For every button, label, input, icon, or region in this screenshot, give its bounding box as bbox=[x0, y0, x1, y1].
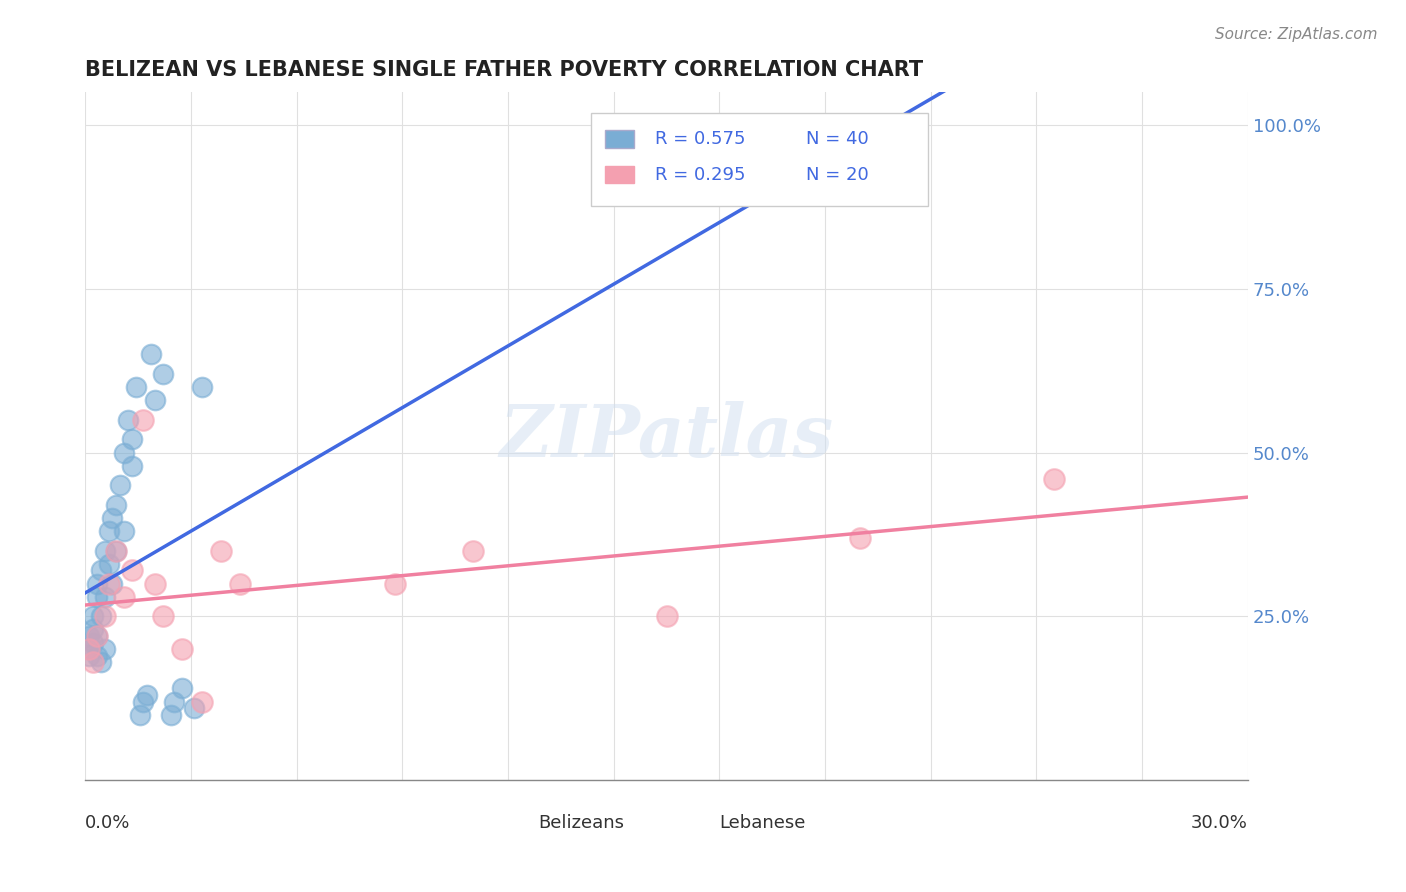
Point bbox=[112, 524, 135, 539]
Text: R = 0.295: R = 0.295 bbox=[655, 166, 745, 184]
Point bbox=[101, 576, 124, 591]
Point bbox=[461, 544, 484, 558]
Text: R = 0.575: R = 0.575 bbox=[655, 130, 745, 148]
Point bbox=[97, 524, 120, 539]
FancyBboxPatch shape bbox=[678, 814, 707, 834]
Point bbox=[384, 576, 406, 591]
Point bbox=[90, 655, 112, 669]
Point bbox=[90, 564, 112, 578]
Point bbox=[105, 498, 128, 512]
Point bbox=[655, 609, 678, 624]
Point bbox=[121, 458, 143, 473]
Point bbox=[82, 655, 104, 669]
Point bbox=[82, 635, 104, 649]
Point bbox=[112, 590, 135, 604]
Point bbox=[86, 648, 108, 663]
Point bbox=[93, 642, 115, 657]
Point bbox=[132, 413, 155, 427]
Point bbox=[77, 642, 100, 657]
Point bbox=[172, 681, 194, 696]
Point bbox=[93, 609, 115, 624]
Point bbox=[1043, 472, 1066, 486]
FancyBboxPatch shape bbox=[605, 130, 634, 148]
Point bbox=[229, 576, 252, 591]
FancyBboxPatch shape bbox=[605, 166, 634, 184]
Point bbox=[105, 544, 128, 558]
Point bbox=[124, 380, 146, 394]
FancyBboxPatch shape bbox=[591, 113, 928, 206]
Point bbox=[172, 642, 194, 657]
Point bbox=[152, 609, 174, 624]
Point bbox=[77, 642, 100, 657]
Text: Source: ZipAtlas.com: Source: ZipAtlas.com bbox=[1215, 27, 1378, 42]
Point bbox=[152, 367, 174, 381]
Point bbox=[121, 433, 143, 447]
Point bbox=[132, 694, 155, 708]
Point bbox=[183, 701, 205, 715]
Point bbox=[86, 576, 108, 591]
Text: 0.0%: 0.0% bbox=[86, 814, 131, 832]
Text: ZIPatlas: ZIPatlas bbox=[499, 401, 834, 472]
Point bbox=[190, 694, 212, 708]
Point bbox=[117, 413, 139, 427]
Text: Lebanese: Lebanese bbox=[718, 814, 806, 832]
Point bbox=[77, 648, 100, 663]
Point bbox=[82, 623, 104, 637]
Text: BELIZEAN VS LEBANESE SINGLE FATHER POVERTY CORRELATION CHART: BELIZEAN VS LEBANESE SINGLE FATHER POVER… bbox=[86, 60, 924, 79]
Point bbox=[190, 380, 212, 394]
Point bbox=[128, 707, 150, 722]
Point bbox=[163, 694, 186, 708]
Point bbox=[136, 688, 159, 702]
Point bbox=[86, 629, 108, 643]
Point bbox=[105, 544, 128, 558]
Point bbox=[101, 511, 124, 525]
Point bbox=[143, 393, 166, 408]
Point bbox=[77, 629, 100, 643]
Point bbox=[82, 609, 104, 624]
FancyBboxPatch shape bbox=[498, 814, 527, 834]
Point bbox=[86, 629, 108, 643]
Text: N = 40: N = 40 bbox=[806, 130, 869, 148]
Point bbox=[143, 576, 166, 591]
Point bbox=[141, 347, 163, 361]
Point bbox=[209, 544, 232, 558]
Point bbox=[93, 590, 115, 604]
Point bbox=[90, 609, 112, 624]
Text: N = 20: N = 20 bbox=[806, 166, 869, 184]
Point bbox=[112, 445, 135, 459]
Point bbox=[108, 478, 131, 492]
Point bbox=[93, 544, 115, 558]
Point bbox=[849, 531, 872, 545]
Point bbox=[121, 564, 143, 578]
Point bbox=[86, 590, 108, 604]
Point bbox=[97, 576, 120, 591]
Point bbox=[97, 557, 120, 571]
Point bbox=[159, 707, 181, 722]
Text: Belizeans: Belizeans bbox=[538, 814, 624, 832]
Text: 30.0%: 30.0% bbox=[1191, 814, 1249, 832]
